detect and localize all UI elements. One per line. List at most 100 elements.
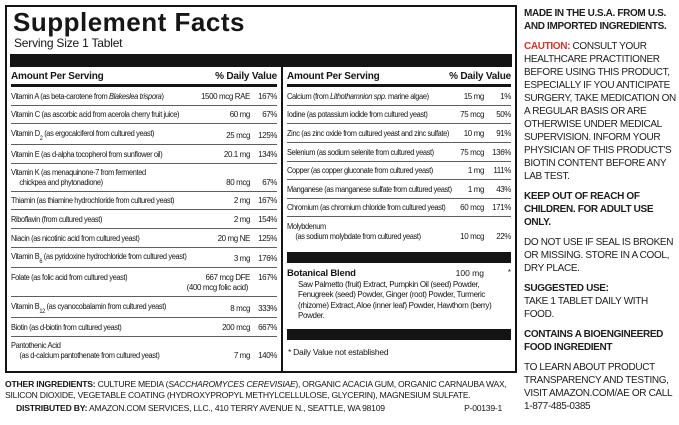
supplement-facts-panel: Supplement Facts Serving Size 1 Tablet A… bbox=[5, 5, 517, 373]
botanical-blend-description: Saw Palmetto (fruit) Extract, Pumpkin Oi… bbox=[298, 279, 492, 321]
nutrient-amount: 10 mcg bbox=[460, 231, 484, 241]
nutrient-amount: 667 mcg DFE bbox=[205, 272, 250, 282]
left-column: Amount Per Serving % Daily Value Vitamin… bbox=[7, 67, 281, 371]
nutrient-daily-value: 167% bbox=[258, 91, 277, 101]
column-header: Amount Per Serving % Daily Value bbox=[287, 67, 511, 88]
nutrient-name: Thiamin (as thiamine hydrochloride from … bbox=[11, 196, 175, 206]
nutrient-daily-value: 67% bbox=[262, 110, 277, 120]
section-divider-bar bbox=[10, 54, 512, 68]
nutrient-name: Riboflavin (from cultured yeast) bbox=[11, 214, 103, 224]
made-in-statement: MADE IN THE U.S.A. FROM U.S. AND IMPORTE… bbox=[524, 8, 667, 32]
daily-value-footnote: * Daily Value not established bbox=[288, 346, 389, 357]
nutrient-daily-value: 91% bbox=[496, 128, 511, 138]
nutrient-daily-value: 22% bbox=[496, 231, 511, 241]
nutrient-amount: 60 mg bbox=[229, 110, 251, 120]
section-divider-bar bbox=[287, 251, 511, 263]
bioengineered-statement: CONTAINS A BIOENGINEERED FOOD INGREDIENT bbox=[524, 329, 664, 353]
nutrient-row-iodine: Iodine (as potassium iodide from culture… bbox=[287, 106, 511, 125]
nutrient-amount: 1 mg bbox=[467, 166, 485, 176]
nutrient-daily-value: 134% bbox=[258, 149, 277, 159]
nutrient-name: Manganese (as manganese sulfate from cul… bbox=[287, 184, 452, 194]
nutrient-amount: 20.1 mg bbox=[223, 149, 251, 159]
nutrient-name: Vitamin C (as ascorbic acid from acerola… bbox=[11, 110, 180, 120]
distributed-by-text: DISTRIBUTED BY: AMAZON.COM SERVICES, LLC… bbox=[16, 402, 385, 413]
caution-label: CAUTION: bbox=[524, 41, 571, 52]
nutrient-name: Calcium (from Lithothamnion spp. marine … bbox=[287, 91, 429, 101]
nutrient-amount: 1500 mcg RAE bbox=[200, 91, 250, 101]
nutrient-row-copper: Copper (as copper gluconate from culture… bbox=[287, 162, 511, 181]
nutrient-name: Chromium (as chromium chloride from cult… bbox=[287, 203, 446, 213]
nutrient-name: Folate (as folic acid from cultured yeas… bbox=[11, 272, 128, 282]
nutrient-row-molybdenum: Molybdenum (as sodium molybdate from cul… bbox=[287, 217, 511, 244]
nutrient-row-pantothenic-acid: Pantothenic Acid (as d-calcium pantothen… bbox=[11, 337, 277, 364]
do-not-use-statement: DO NOT USE IF SEAL IS BROKEN OR MISSING.… bbox=[524, 237, 674, 274]
nutrient-row-thiamin: Thiamin (as thiamine hydrochloride from … bbox=[11, 192, 277, 211]
nutrient-row-folate: Folate (as folic acid from cultured yeas… bbox=[11, 268, 277, 298]
nutrient-columns: Amount Per Serving % Daily Value Vitamin… bbox=[7, 67, 515, 371]
nutrient-daily-value: 1% bbox=[500, 91, 511, 101]
section-divider-bar bbox=[287, 328, 511, 340]
other-ingredients-label: OTHER INGREDIENTS: bbox=[5, 379, 96, 389]
nutrient-daily-value: 154% bbox=[258, 214, 277, 224]
nutrient-amount-secondary: (400 mcg folic acid) bbox=[186, 283, 249, 293]
header-daily-value: % Daily Value bbox=[215, 71, 277, 83]
panel-title: Supplement Facts bbox=[13, 7, 245, 37]
header-daily-value: % Daily Value bbox=[449, 71, 511, 83]
nutrient-daily-value: 333% bbox=[258, 303, 277, 313]
nutrient-row-biotin: Biotin (as d-biotin from cultured yeast)… bbox=[11, 318, 277, 337]
nutrient-amount: 75 mcg bbox=[460, 147, 484, 157]
nutrient-amount: 2 mg bbox=[233, 214, 251, 224]
nutrient-daily-value: 176% bbox=[258, 254, 277, 264]
nutrient-row-calcium: Calcium (from Lithothamnion spp. marine … bbox=[287, 87, 511, 106]
nutrient-amount: 8 mcg bbox=[230, 303, 250, 313]
nutrient-row-niacin: Niacin (as nicotinic acid from cultured … bbox=[11, 229, 277, 248]
suggested-use-statement: SUGGESTED USE: TAKE 1 TABLET DAILY WITH F… bbox=[524, 282, 677, 321]
keep-out-statement: KEEP OUT OF REACH OF CHILDREN. FOR ADULT… bbox=[524, 191, 654, 228]
suggested-use-label: SUGGESTED USE: bbox=[524, 283, 609, 294]
nutrient-daily-value: 667% bbox=[258, 322, 277, 332]
nutrient-amount: 75 mcg bbox=[460, 110, 484, 120]
product-code: P-00139-1 bbox=[464, 402, 502, 413]
right-column: Amount Per Serving % Daily Value Calcium… bbox=[283, 67, 515, 371]
nutrient-daily-value: 167% bbox=[258, 196, 277, 206]
botanical-blend-name: Botanical Blend bbox=[287, 267, 356, 279]
column-header: Amount Per Serving % Daily Value bbox=[11, 67, 277, 88]
nutrient-amount: 10 mg bbox=[463, 128, 485, 138]
nutrient-amount: 1 mg bbox=[467, 184, 485, 194]
nutrient-row-chromium: Chromium (as chromium chloride from cult… bbox=[287, 199, 511, 218]
nutrient-daily-value: 171% bbox=[492, 203, 511, 213]
nutrient-amount: 25 mcg bbox=[226, 130, 250, 140]
other-ingredients: OTHER INGREDIENTS: CULTURE MEDIA (SACCHA… bbox=[5, 379, 507, 401]
header-amount-per-serving: Amount Per Serving bbox=[287, 71, 380, 83]
side-info-panel: MADE IN THE U.S.A. FROM U.S. AND IMPORTE… bbox=[524, 7, 677, 420]
nutrient-amount: 2 mg bbox=[233, 196, 251, 206]
serving-size: Serving Size 1 Tablet bbox=[14, 36, 123, 51]
distributed-by-line: DISTRIBUTED BY: AMAZON.COM SERVICES, LLC… bbox=[5, 403, 518, 414]
nutrient-row-zinc: Zinc (as zinc oxide from cultured yeast … bbox=[287, 124, 511, 144]
nutrient-row-riboflavin: Riboflavin (from cultured yeast) 2 mg 15… bbox=[11, 210, 277, 230]
nutrient-name: Vitamin A (as beta-carotene from Blakesl… bbox=[11, 91, 164, 101]
nutrient-name: Copper (as copper gluconate from culture… bbox=[287, 166, 433, 176]
nutrient-amount: 200 mcg bbox=[222, 322, 250, 332]
nutrient-row-selenium: Selenium (as sodium selenite from cultur… bbox=[287, 143, 511, 162]
nutrient-name: Molybdenum (as sodium molybdate from cul… bbox=[287, 221, 421, 241]
nutrient-name: Zinc (as zinc oxide from cultured yeast … bbox=[287, 128, 449, 138]
nutrient-daily-value: 125% bbox=[258, 130, 277, 140]
column-divider bbox=[281, 67, 283, 371]
nutrient-name: Niacin (as nicotinic acid from cultured … bbox=[11, 233, 140, 243]
nutrient-row-vitamin-b12: Vitamin B12 (as cyanocobalamin from cult… bbox=[11, 297, 277, 319]
nutrient-name: Vitamin D2 (as ergocalciferol from cultu… bbox=[11, 128, 155, 141]
nutrient-name: Pantothenic Acid (as d-calcium pantothen… bbox=[11, 341, 160, 360]
nutrient-amount: 20 mg NE bbox=[217, 233, 251, 243]
nutrient-daily-value: 111% bbox=[493, 166, 511, 176]
nutrient-name: Selenium (as sodium selenite from cultur… bbox=[287, 147, 434, 157]
header-amount-per-serving: Amount Per Serving bbox=[11, 71, 104, 83]
nutrient-amount: 3 mg bbox=[233, 254, 251, 264]
nutrient-amount: 7 mg bbox=[233, 350, 251, 360]
nutrient-name: Biotin (as d-biotin from cultured yeast) bbox=[11, 322, 122, 332]
nutrient-row-vitamin-d2: Vitamin D2 (as ergocalciferol from cultu… bbox=[11, 124, 277, 146]
transparency-statement: TO LEARN ABOUT PRODUCT TRANSPARENCY AND … bbox=[524, 362, 672, 412]
nutrient-name: Vitamin K (as menaquinone-7 from ferment… bbox=[11, 168, 146, 187]
nutrient-daily-value: 167% bbox=[258, 272, 277, 282]
nutrient-daily-value: 50% bbox=[496, 110, 511, 120]
